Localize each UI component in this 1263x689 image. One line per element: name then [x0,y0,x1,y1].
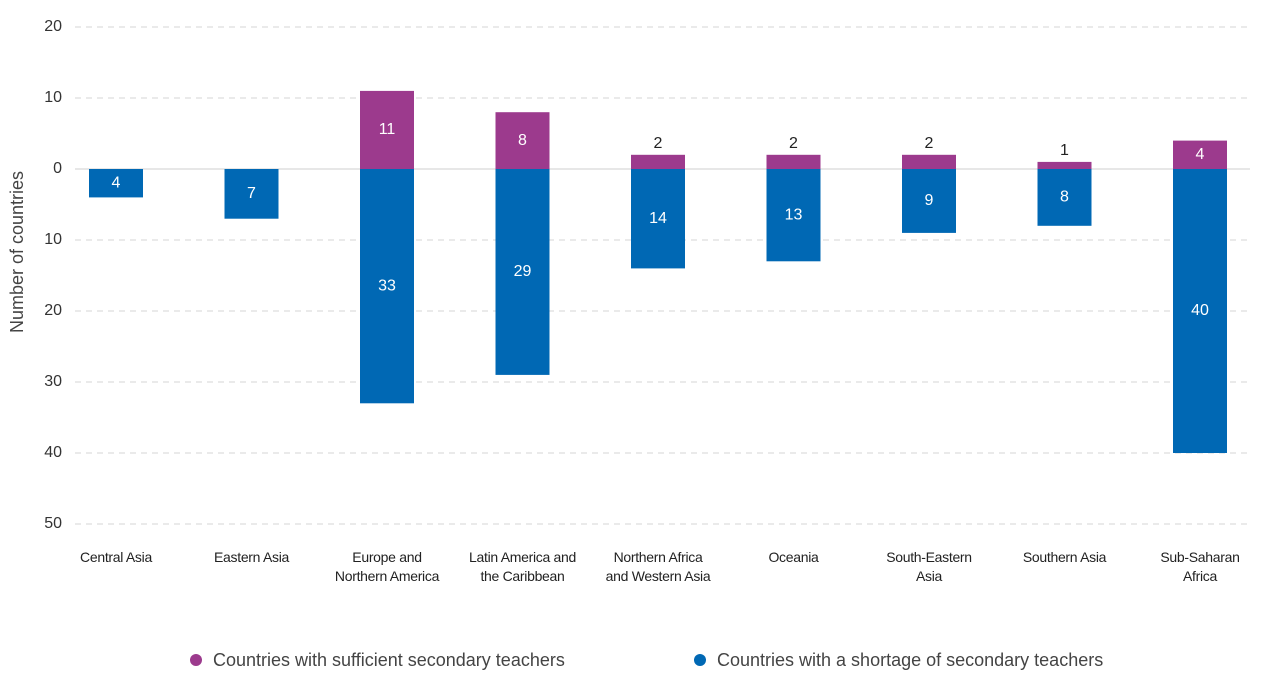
bar [495,169,550,375]
data-label: 4 [112,174,121,191]
data-label: 8 [518,132,527,149]
x-tick-label: South-Eastern Asia [886,549,972,584]
data-label: 29 [514,263,532,280]
y-tick-label: 10 [44,89,62,106]
data-label: 9 [925,192,934,209]
y-tick-label: 30 [44,373,62,390]
data-label: 4 [1196,146,1205,163]
legend-marker [694,654,706,666]
bar [902,169,956,233]
bar [902,154,956,169]
y-tick-label: 20 [44,302,62,319]
bar [495,112,550,169]
y-tick-label: 20 [44,18,62,35]
data-label: 8 [1060,189,1069,206]
data-label: 11 [379,121,396,138]
bar [89,169,143,198]
x-tick-label: Eastern Asia [214,549,289,565]
bar [360,169,414,404]
y-tick-label: 0 [53,160,62,177]
y-tick-label: 10 [44,231,62,248]
x-tick-label: Southern Asia [1022,549,1107,565]
bar [766,154,821,169]
x-tick-label: Latin America and the Caribbean [469,549,576,584]
data-label: 2 [925,135,934,152]
data-label: 2 [789,135,798,152]
bar [224,169,279,219]
y-axis-label: Number of countries [7,171,27,333]
x-tick-label: Northern Africa and Western Asia [605,549,711,584]
bar [766,169,821,262]
bar [631,169,685,269]
x-tick-label: Sub-Saharan Africa [1160,549,1240,584]
bar [1037,169,1092,226]
legend-label: Countries with sufficient secondary teac… [213,650,565,670]
x-tick-label: Central Asia [80,549,152,565]
data-label: 1 [1060,142,1069,159]
bar [631,154,685,169]
data-label: 7 [247,185,256,202]
bar [1037,161,1092,169]
data-label: 2 [654,135,663,152]
y-tick-label: 50 [44,515,62,532]
y-tick-label: 40 [44,444,62,461]
data-label: 14 [649,210,667,227]
bar [360,90,414,169]
data-label: 33 [378,277,396,294]
x-tick-label: Europe and Northern America [334,549,440,584]
legend-marker [190,654,202,666]
data-label: 13 [785,206,803,223]
bar [1173,169,1227,453]
data-label: 40 [1191,302,1209,319]
x-tick-label: Oceania [768,549,819,565]
legend-label: Countries with a shortage of secondary t… [717,650,1103,670]
bar [1173,140,1227,169]
